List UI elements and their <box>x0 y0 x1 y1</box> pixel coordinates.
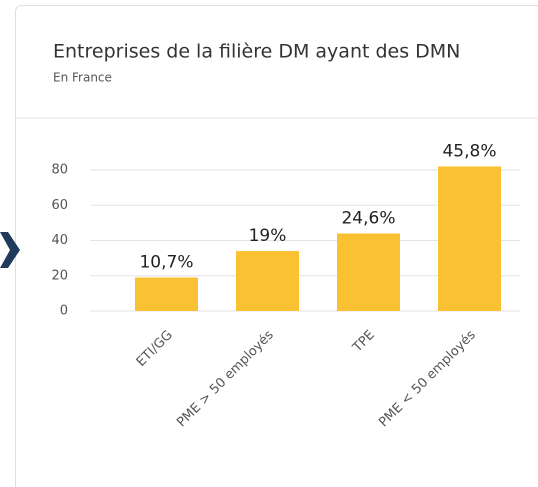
data-label: 24,6% <box>341 208 395 228</box>
bar <box>438 166 501 311</box>
nav-arrow <box>0 232 20 268</box>
chart-title: Entreprises de la filière DM ayant des D… <box>53 41 460 63</box>
data-label: 19% <box>249 226 287 246</box>
y-tick-label: 40 <box>51 233 68 248</box>
data-label: 10,7% <box>139 253 193 273</box>
bar <box>236 251 299 311</box>
y-tick-label: 0 <box>60 304 68 319</box>
data-label: 45,8% <box>442 141 496 161</box>
chart-subtitle: En France <box>53 71 112 85</box>
bar <box>135 277 198 311</box>
y-tick-label: 60 <box>51 198 68 213</box>
y-tick-label: 20 <box>51 268 68 283</box>
y-tick-label: 80 <box>51 163 68 178</box>
bar <box>337 233 400 311</box>
